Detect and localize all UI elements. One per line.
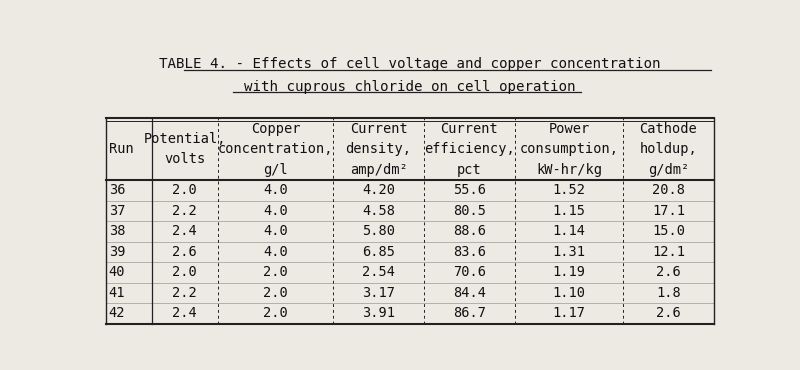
Text: consumption,: consumption, — [519, 142, 618, 156]
Text: 4.58: 4.58 — [362, 204, 395, 218]
Text: g/dm²: g/dm² — [648, 163, 689, 177]
Text: Power: Power — [548, 122, 590, 136]
Text: 39: 39 — [109, 245, 125, 259]
Text: 88.6: 88.6 — [453, 224, 486, 238]
Text: 41: 41 — [109, 286, 125, 300]
Text: 4.0: 4.0 — [263, 224, 288, 238]
Text: g/l: g/l — [263, 163, 288, 177]
Text: 2.2: 2.2 — [172, 204, 197, 218]
Text: with cuprous chloride on cell operation: with cuprous chloride on cell operation — [244, 80, 576, 94]
Text: 2.0: 2.0 — [263, 265, 288, 279]
Text: 38: 38 — [109, 224, 125, 238]
Text: amp/dm²: amp/dm² — [350, 163, 407, 177]
Text: Run: Run — [109, 142, 134, 156]
Text: Copper: Copper — [251, 122, 300, 136]
Text: 42: 42 — [109, 306, 125, 320]
Text: 3.91: 3.91 — [362, 306, 395, 320]
Text: 37: 37 — [109, 204, 125, 218]
Text: kW-hr/kg: kW-hr/kg — [536, 163, 602, 177]
Text: 1.19: 1.19 — [552, 265, 586, 279]
Text: concentration,: concentration, — [218, 142, 334, 156]
Text: 1.10: 1.10 — [552, 286, 586, 300]
Text: Current: Current — [441, 122, 498, 136]
Text: 3.17: 3.17 — [362, 286, 395, 300]
Text: 36: 36 — [109, 183, 125, 197]
Text: holdup,: holdup, — [639, 142, 698, 156]
Text: 83.6: 83.6 — [453, 245, 486, 259]
Text: 1.17: 1.17 — [552, 306, 586, 320]
Text: pct: pct — [457, 163, 482, 177]
Text: 4.0: 4.0 — [263, 204, 288, 218]
Text: 17.1: 17.1 — [652, 204, 685, 218]
Text: 84.4: 84.4 — [453, 286, 486, 300]
Text: 2.2: 2.2 — [172, 286, 197, 300]
Text: Current: Current — [350, 122, 407, 136]
Text: volts: volts — [164, 152, 206, 166]
Text: 1.52: 1.52 — [552, 183, 586, 197]
Text: 5.80: 5.80 — [362, 224, 395, 238]
Text: 12.1: 12.1 — [652, 245, 685, 259]
Text: 2.54: 2.54 — [362, 265, 395, 279]
Text: 15.0: 15.0 — [652, 224, 685, 238]
Text: 2.4: 2.4 — [172, 306, 197, 320]
Text: 40: 40 — [109, 265, 125, 279]
Text: 1.8: 1.8 — [656, 286, 681, 300]
Text: 2.6: 2.6 — [656, 265, 681, 279]
Text: 4.0: 4.0 — [263, 245, 288, 259]
Text: density,: density, — [346, 142, 411, 156]
Text: efficiency,: efficiency, — [424, 142, 514, 156]
Text: 4.0: 4.0 — [263, 183, 288, 197]
Text: 2.0: 2.0 — [263, 306, 288, 320]
Text: 80.5: 80.5 — [453, 204, 486, 218]
Text: 1.15: 1.15 — [552, 204, 586, 218]
Text: 20.8: 20.8 — [652, 183, 685, 197]
Text: 2.0: 2.0 — [263, 286, 288, 300]
Text: 2.0: 2.0 — [172, 265, 197, 279]
Text: 55.6: 55.6 — [453, 183, 486, 197]
Text: 6.85: 6.85 — [362, 245, 395, 259]
Text: 1.14: 1.14 — [552, 224, 586, 238]
Text: 2.6: 2.6 — [656, 306, 681, 320]
Text: 2.6: 2.6 — [172, 245, 197, 259]
Text: 1.31: 1.31 — [552, 245, 586, 259]
Text: 86.7: 86.7 — [453, 306, 486, 320]
Text: TABLE 4. - Effects of cell voltage and copper concentration: TABLE 4. - Effects of cell voltage and c… — [159, 57, 661, 71]
Text: 2.4: 2.4 — [172, 224, 197, 238]
Text: Cathode: Cathode — [639, 122, 698, 136]
Text: 70.6: 70.6 — [453, 265, 486, 279]
Text: 2.0: 2.0 — [172, 183, 197, 197]
Text: 4.20: 4.20 — [362, 183, 395, 197]
Text: Potential,: Potential, — [143, 132, 226, 146]
